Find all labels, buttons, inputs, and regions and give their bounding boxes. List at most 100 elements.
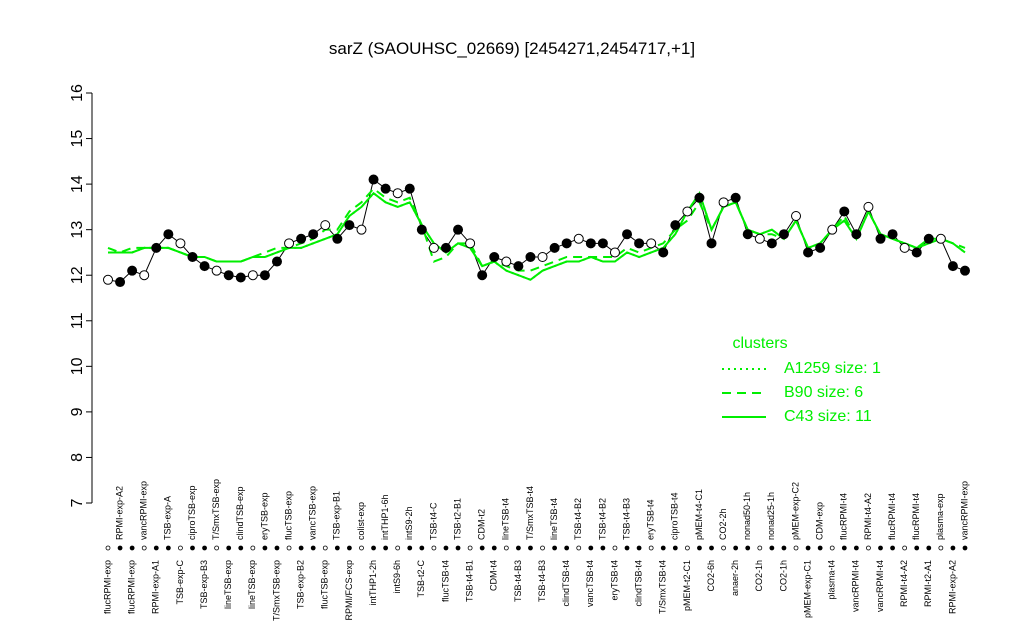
sample-marker [866,545,871,551]
x-tick-label: lineTSB-exp [223,560,233,609]
x-tick-label: TSB-t4-B2 [573,498,583,540]
x-tick-label: TSB-exp-B1 [332,491,342,540]
sample-marker [491,545,497,551]
data-point [308,229,319,240]
sample-marker [105,545,111,551]
data-point [187,252,198,262]
sample-marker [564,545,570,551]
x-tick-label: pMEM-t2-C1 [682,560,692,611]
sample-marker [878,545,883,551]
chart-title: sarZ (SAOUHSC_02669) [2454271,2454717,+1… [329,39,695,58]
data-point [489,252,500,262]
data-point [935,233,946,244]
x-tick-label: TSB-t2-C [416,560,426,598]
cluster-line [108,190,966,281]
x-tick-label: flucRPMI-exp [102,560,112,614]
data-point [960,265,970,276]
sample-marker [926,545,932,551]
data-point [235,272,246,283]
x-tick-label: TSB-t2-B1 [452,498,462,540]
data-point [718,197,729,208]
sample-marker [709,545,714,551]
sample-marker [274,545,280,551]
sample-marker [950,545,956,551]
data-point [561,238,572,249]
sample-marker [141,545,147,551]
x-tick-label: intTHP1-2h [368,560,378,606]
data-point [440,242,451,253]
sample-marker [636,545,642,551]
x-tick-label: intS9-2h [404,506,414,540]
data-point [863,201,874,212]
data-point [199,261,210,272]
x-tick-label: CDM-exp [815,502,825,540]
legend-label: C43 size: 11 [784,408,872,425]
data-point [139,270,150,281]
sample-marker [262,545,268,551]
x-tick-label: colist-exp [356,502,366,540]
x-tick-label: intS9-6h [392,560,402,594]
sample-marker [902,545,908,551]
sample-marker [443,545,449,551]
data-point [706,238,717,249]
x-tick-label: flucRPMI-t4 [887,493,897,540]
sample-marker [407,545,413,551]
data-point [356,224,367,235]
sample-marker [552,545,558,551]
data-point [211,265,222,276]
sample-marker [479,545,485,551]
x-tick-label: nonad25-1h [766,492,776,540]
sample-marker [745,545,751,551]
data-point [646,238,657,249]
sample-marker [793,545,799,551]
x-tick-label: TSB-t4-B3 [513,560,523,602]
x-tick-label: vancTSB-exp [308,486,318,540]
sample-marker [359,545,364,551]
data-point [284,238,295,249]
x-tick-label: TSB-t4-B3 [537,560,547,602]
sample-marker [178,545,183,551]
cluster-line [107,187,966,272]
sample-marker [503,545,509,551]
sample-marker [286,545,292,551]
sample-marker [540,545,545,551]
data-point [501,256,512,267]
data-point [416,224,427,235]
x-tick-label: pMEM-exp-C1 [802,560,812,618]
data-point [609,247,620,258]
data-point [875,233,886,244]
data-point [851,229,862,240]
x-tick-label: eryTSB-exp [259,492,269,540]
sample-marker [117,545,123,551]
x-tick-label: TSB-exp-A [163,496,173,540]
data-point [223,270,234,281]
x-tick-label: lineTSB-exp [247,560,257,609]
x-tick-label: clindTSB-t4 [633,560,643,607]
cluster-line [108,190,966,281]
data-point [404,183,415,194]
data-point [115,277,126,288]
sample-marker [129,545,135,551]
x-tick-label: ciproTSB-t4 [670,492,680,540]
data-point [839,206,850,217]
x-tick-label: TSB-exp-B2 [296,560,306,609]
data-point [658,247,669,258]
sample-marker [805,545,811,551]
x-tick-label: vancRPMI-t4 [851,560,861,612]
sample-marker [238,545,244,551]
x-tick-label: RPMI-exp-A2 [114,486,124,540]
sample-marker [817,545,823,551]
sample-marker [684,545,690,551]
sample-marker [431,545,437,551]
data-point [573,233,584,244]
data-point [127,265,138,276]
sample-marker [214,545,220,551]
x-tick-label: CO2-1h [754,560,764,592]
x-tick-label: flucTSB-exp [320,560,330,609]
x-tick-label: vancRPMI-t4 [875,560,885,612]
data-point [428,242,439,253]
legend-label: A1259 size: 1 [784,360,881,377]
data-point [332,233,343,244]
sample-marker [165,545,171,551]
